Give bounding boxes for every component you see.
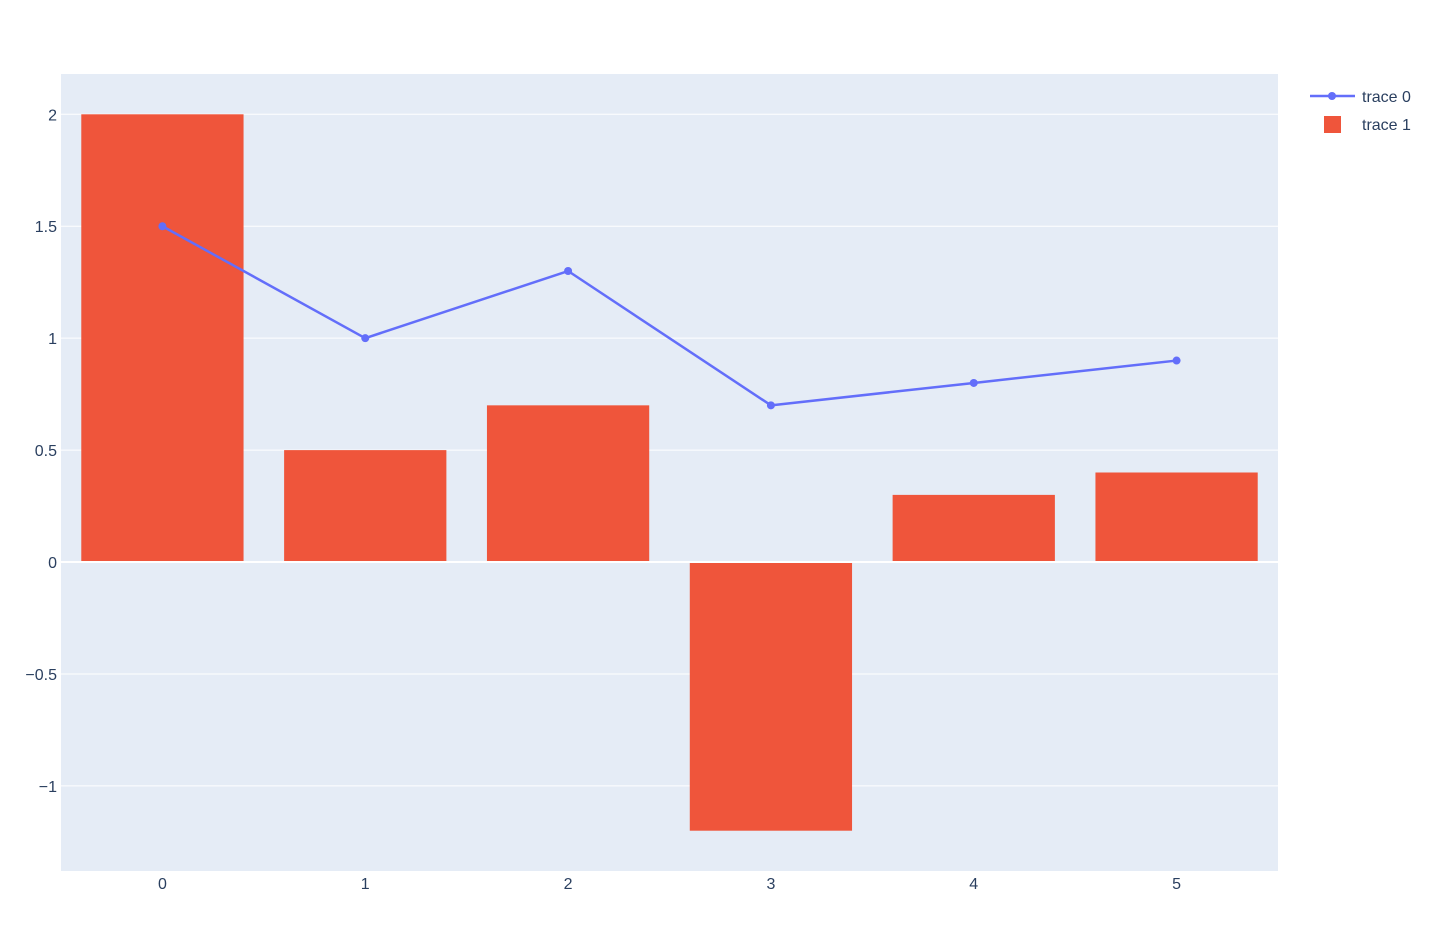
legend-item-trace-0[interactable]: trace 0: [1310, 89, 1411, 106]
plot-background: [61, 74, 1278, 871]
x-tick-label: 4: [969, 876, 978, 893]
bar-5[interactable]: [1095, 472, 1258, 563]
legend-bar-swatch: [1324, 116, 1341, 133]
legend-item-trace-1[interactable]: trace 1: [1324, 116, 1411, 134]
x-tick-label: 1: [361, 876, 370, 893]
x-tick-label: 5: [1172, 876, 1181, 893]
x-tick-label: 3: [766, 876, 775, 893]
y-axis-tick-labels: −1 −0.5 0 0.5 1 1.5 2: [25, 107, 57, 796]
line-point-2[interactable]: [564, 267, 573, 276]
legend-label: trace 0: [1362, 89, 1411, 106]
legend-label: trace 1: [1362, 117, 1411, 134]
legend[interactable]: trace 0 trace 1: [1310, 89, 1411, 134]
line-point-0[interactable]: [158, 222, 167, 231]
x-tick-label: 0: [158, 876, 167, 893]
line-point-4[interactable]: [969, 378, 978, 387]
line-point-5[interactable]: [1172, 356, 1181, 365]
y-tick-label: 1: [48, 331, 57, 348]
y-tick-label: −1: [39, 779, 57, 796]
y-tick-label: 2: [48, 107, 57, 124]
line-path-trace-0[interactable]: [161, 225, 1177, 407]
x-tick-label: 2: [564, 876, 573, 893]
line-point-3[interactable]: [766, 401, 775, 410]
bar-2[interactable]: [486, 405, 650, 563]
x-axis-tick-labels: 0 1 2 3 4 5: [158, 876, 1181, 893]
line-series: [158, 222, 1181, 410]
bar-series: [81, 114, 1258, 831]
bar-4[interactable]: [892, 494, 1055, 563]
bar-1[interactable]: [284, 450, 447, 563]
y-tick-label: 0: [48, 555, 57, 572]
y-tick-label: 0.5: [35, 443, 57, 460]
line-point-1[interactable]: [361, 334, 370, 343]
legend-marker-swatch: [1328, 92, 1336, 100]
bar-3[interactable]: [689, 562, 853, 831]
y-tick-label: −0.5: [25, 667, 57, 684]
bar-0[interactable]: [81, 114, 244, 563]
y-tick-label: 1.5: [35, 219, 57, 236]
